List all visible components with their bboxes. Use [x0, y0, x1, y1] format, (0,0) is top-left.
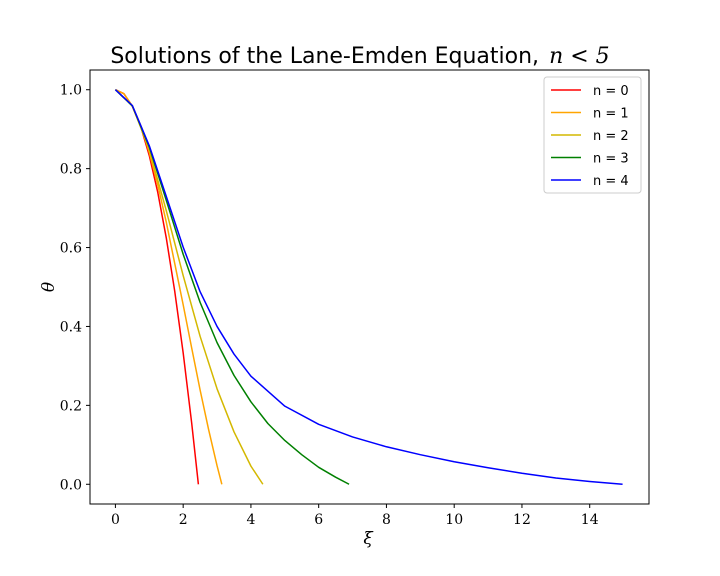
y-tick-label: 0.4	[60, 319, 82, 335]
y-tick-label: 1.0	[60, 83, 82, 99]
plot-area	[89, 69, 650, 505]
y-tick-label: 0.6	[60, 241, 82, 257]
x-axis-label: ξ	[363, 529, 374, 549]
x-tick-label: 6	[314, 512, 323, 528]
plot-frame	[89, 69, 650, 505]
legend-label: n = 3	[593, 152, 629, 167]
legend: n = 0 n = 1 n = 2 n = 3 n = 4	[543, 76, 642, 194]
legend-label: n = 2	[593, 129, 629, 144]
y-axis-label: θ	[39, 282, 59, 292]
axis-ticks: 0 2 4 6 8 10 12 14 0.0 0.2 0.4 0.6 0.8 1.0	[60, 83, 599, 528]
x-tick-label: 14	[581, 512, 599, 528]
x-tick-label: 0	[111, 512, 120, 528]
chart-title-math: n < 5	[549, 44, 610, 69]
legend-label: n = 4	[593, 174, 629, 189]
y-tick-label: 0.8	[60, 162, 82, 178]
legend-box	[543, 76, 642, 194]
y-tick-label: 0.2	[60, 398, 82, 414]
chart-title: Solutions of the Lane-Emden Equation, n …	[110, 44, 609, 69]
x-tick-label: 4	[246, 512, 255, 528]
x-tick-label: 12	[513, 512, 531, 528]
x-tick-label: 2	[179, 512, 188, 528]
legend-label: n = 0	[593, 84, 629, 99]
legend-label: n = 1	[593, 107, 629, 122]
chart-title-text: Solutions of the Lane-Emden Equation,	[110, 44, 539, 69]
series-line-n4	[114, 89, 623, 486]
x-tick-label: 10	[445, 512, 463, 528]
y-tick-label: 0.0	[60, 477, 82, 493]
x-tick-label: 8	[382, 512, 391, 528]
